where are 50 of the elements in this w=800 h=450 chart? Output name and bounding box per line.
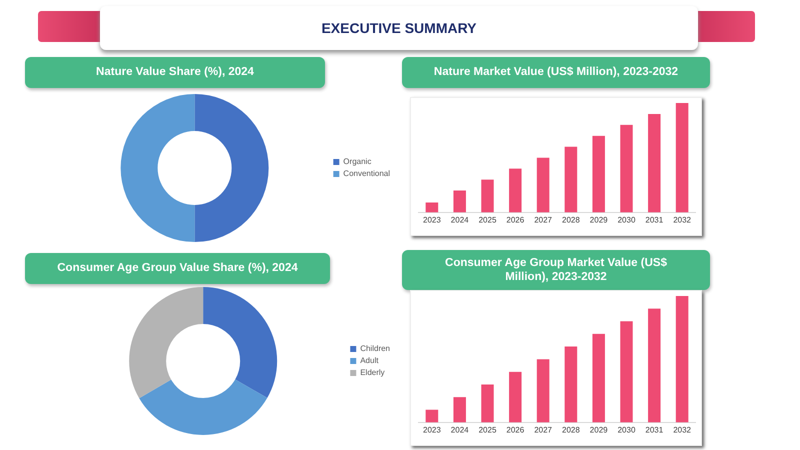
- x-tick-label: 2024: [450, 215, 470, 224]
- x-tick-label: 2026: [506, 215, 525, 224]
- bar: [592, 334, 605, 422]
- bar: [481, 384, 494, 422]
- legend-label: Conventional: [343, 169, 390, 178]
- bar: [620, 321, 633, 422]
- x-tick-label: 2027: [534, 425, 553, 434]
- x-tick-label: 2029: [590, 425, 608, 434]
- x-tick-label: 2023: [423, 215, 442, 224]
- bar: [648, 308, 661, 422]
- bar: [426, 410, 438, 422]
- x-tick-label: 2026: [506, 425, 525, 434]
- bar: [564, 146, 578, 212]
- bar: [426, 202, 438, 212]
- bar: [481, 180, 494, 212]
- bar: [453, 397, 466, 422]
- x-tick-label: 2030: [618, 425, 636, 434]
- x-tick-label: 2030: [618, 215, 636, 224]
- x-tick-label: 2032: [673, 425, 692, 434]
- bar: [509, 372, 522, 422]
- x-tick-label: 2031: [645, 425, 664, 434]
- x-tick-label: 2023: [423, 425, 442, 434]
- x-tick-label: 2025: [478, 425, 497, 434]
- chart-title: Nature Value Share (%), 2024: [25, 57, 325, 88]
- x-tick-label: 2029: [590, 215, 608, 224]
- bar: [536, 158, 550, 212]
- chart-title: Consumer Age Group Value Share (%), 2024: [25, 253, 330, 284]
- bar: [564, 346, 578, 422]
- x-tick-label: 2032: [673, 215, 692, 224]
- x-tick-label: 2027: [534, 215, 553, 224]
- legend-label: Children: [360, 344, 390, 354]
- chart-title: Nature Market Value (US$ Million), 2023-2032: [402, 57, 710, 88]
- x-tick-label: 2028: [562, 425, 580, 434]
- bar: [620, 124, 633, 212]
- bar: [648, 114, 661, 212]
- legend-label: Adult: [360, 356, 380, 366]
- x-tick-label: 2031: [645, 215, 664, 224]
- x-tick-label: 2025: [478, 215, 497, 224]
- legend-label: Elderly: [360, 368, 385, 378]
- legend-label: Organic: [343, 157, 372, 166]
- bar: [676, 103, 688, 212]
- bar: [592, 136, 605, 212]
- bar: [509, 168, 522, 212]
- x-tick-label: 2028: [562, 215, 580, 224]
- text: EXECUTIVE SUMMARY: [100, 6, 698, 50]
- chart-title: Consumer Age Group Market Value (US$ Million), 2023-2032: [402, 250, 710, 290]
- x-tick-label: 2024: [450, 425, 470, 434]
- bar: [536, 359, 550, 422]
- bar: [676, 296, 688, 422]
- bar: [453, 190, 466, 212]
